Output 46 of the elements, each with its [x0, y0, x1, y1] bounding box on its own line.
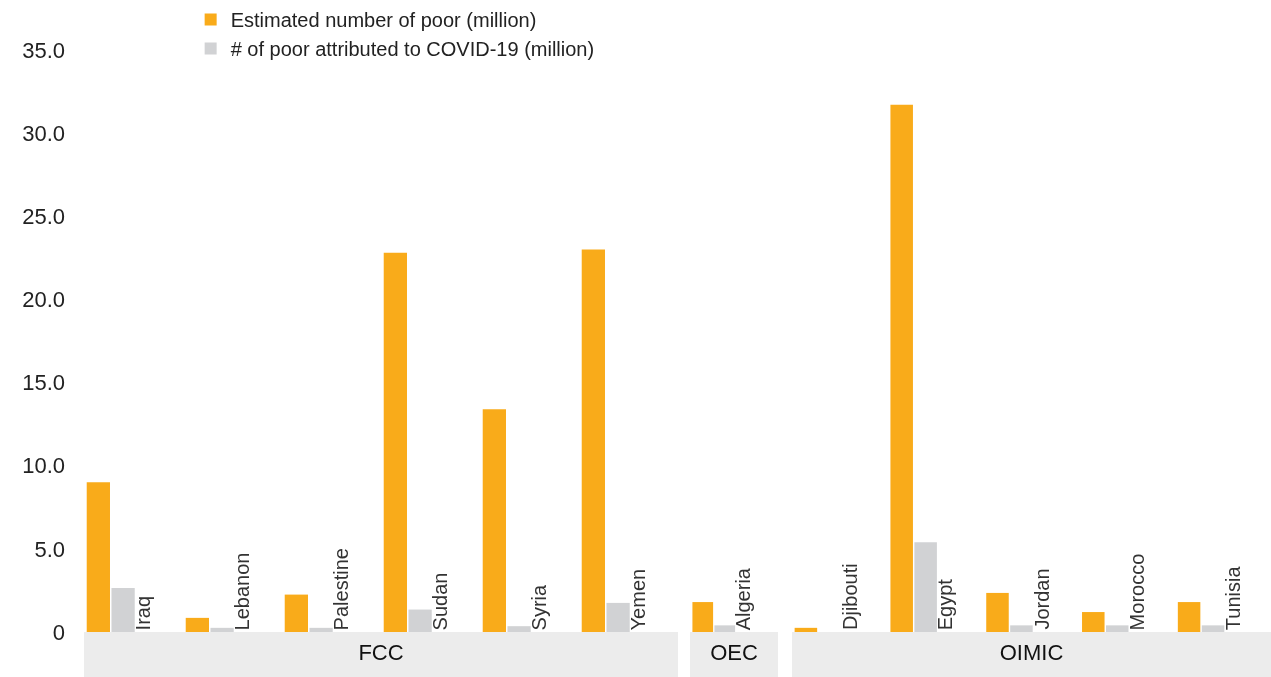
- y-tick-label: 30.0: [22, 120, 65, 146]
- bar: [309, 627, 333, 632]
- x-tick-label: Yemen: [627, 568, 650, 631]
- bar: [1201, 625, 1225, 632]
- bar: [383, 252, 407, 632]
- legend-label: # of poor attributed to COVID-19 (million): [230, 38, 595, 61]
- x-axis-title: FCC: [358, 639, 404, 665]
- legend-label: Estimated number of poor (million): [230, 9, 537, 32]
- x-tick-label: Sudan: [429, 572, 452, 631]
- x-tick-label: Djibouti: [838, 563, 861, 630]
- bar: [284, 594, 308, 632]
- bar: [794, 627, 818, 632]
- x-tick-label: Algeria: [732, 567, 755, 631]
- x-tick-label: Palestine: [330, 548, 353, 631]
- y-tick-label: 15.0: [22, 370, 65, 396]
- bar: [1105, 625, 1129, 632]
- bar: [210, 627, 234, 632]
- bar: [581, 249, 605, 632]
- x-tick-label: Tunisia: [1222, 565, 1245, 631]
- bar: [1082, 612, 1105, 632]
- x-tick-label: Jordan: [1030, 568, 1053, 630]
- bar: [86, 482, 110, 632]
- x-tick-label: Lebanon: [231, 552, 254, 631]
- bar: [606, 602, 630, 632]
- bar: [507, 626, 531, 632]
- bar: [914, 542, 937, 632]
- bar: [1177, 602, 1201, 632]
- x-tick-label: Syria: [528, 583, 551, 631]
- bar: [185, 617, 209, 632]
- y-tick-label: 20.0: [22, 287, 65, 313]
- bar: [408, 609, 432, 632]
- y-tick-label: 35.0: [22, 37, 65, 63]
- bar: [986, 592, 1009, 632]
- y-tick-label: 5.0: [34, 536, 65, 562]
- y-tick-label: 0: [52, 619, 65, 645]
- x-tick-label: Egypt: [934, 578, 957, 631]
- bar: [890, 104, 913, 632]
- bar: [1010, 625, 1033, 632]
- x-axis-title: OIMIC: [999, 639, 1064, 665]
- y-tick-label: 25.0: [22, 203, 65, 229]
- bar: [111, 587, 135, 632]
- x-tick-label: Morocco: [1126, 553, 1149, 631]
- y-tick-label: 10.0: [22, 453, 65, 479]
- x-tick-label: Iraq: [132, 595, 155, 631]
- x-axis-title: OEC: [710, 639, 758, 665]
- bar: [482, 409, 506, 632]
